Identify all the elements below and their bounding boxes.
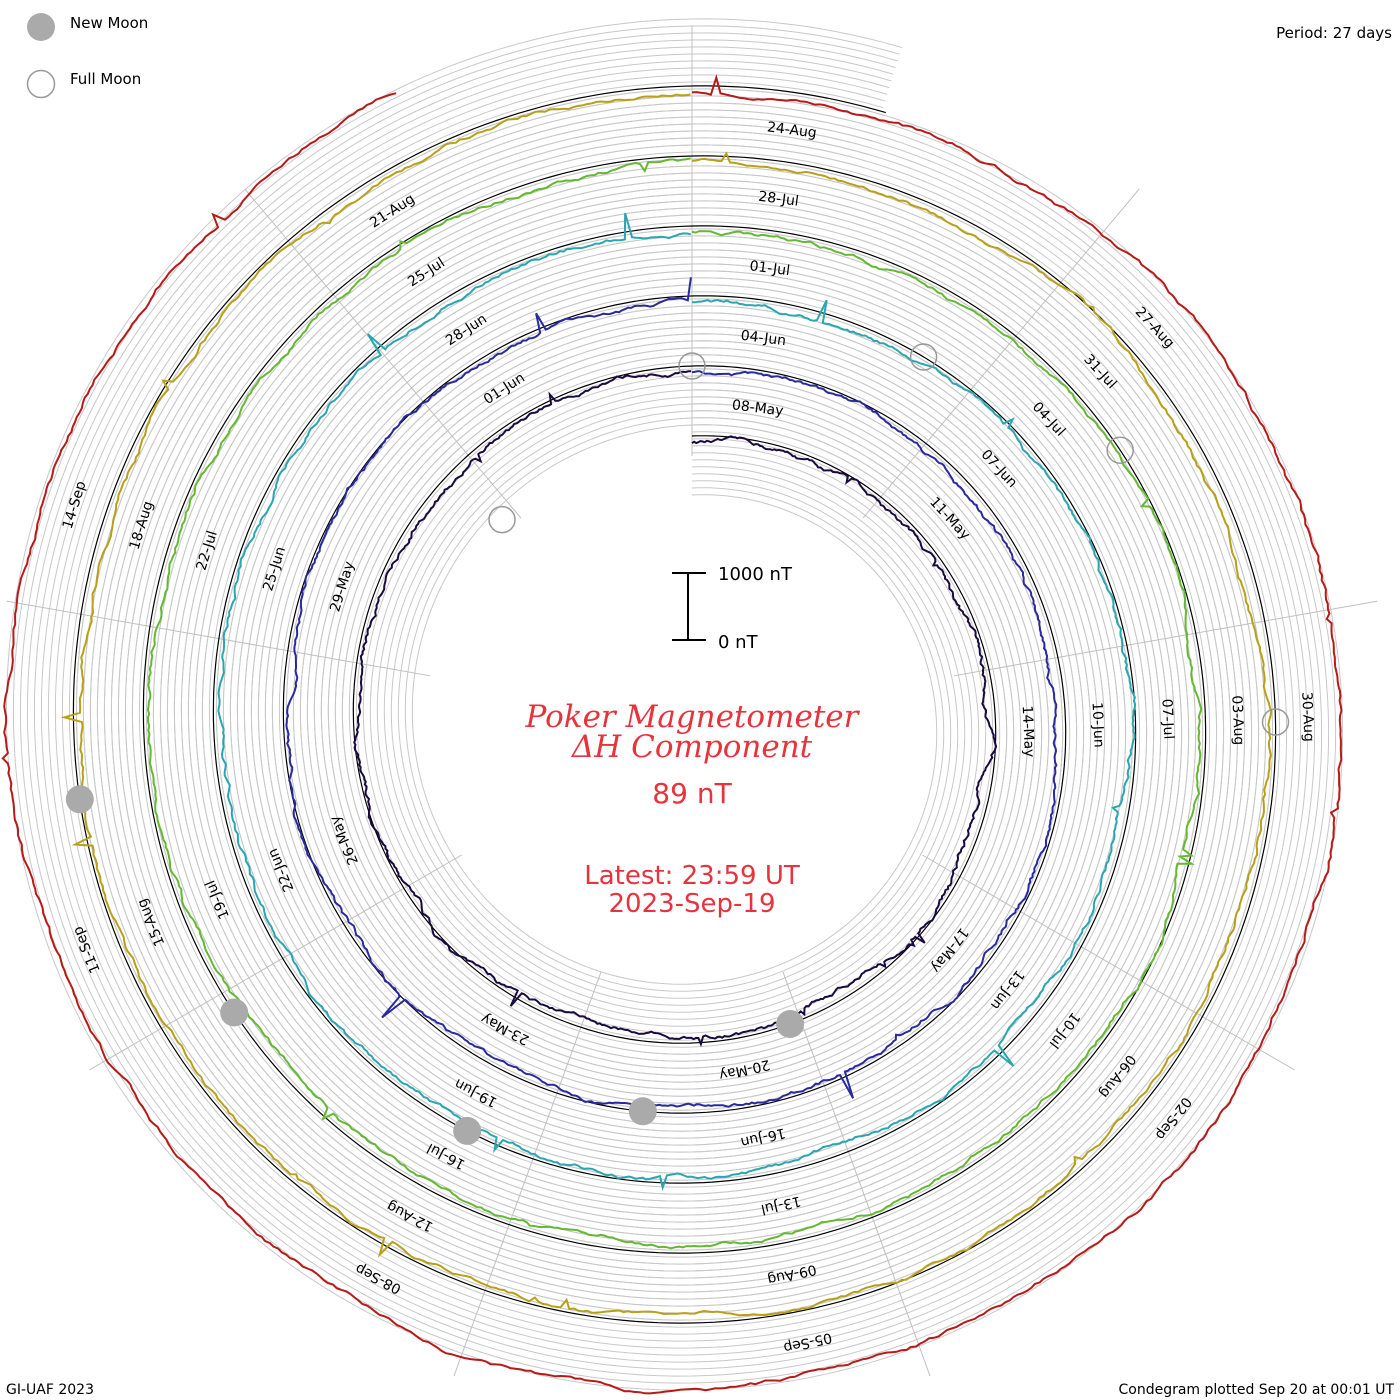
date-label: 03-Aug	[1228, 695, 1246, 746]
grid-spiral-line	[40, 53, 1309, 1356]
new-moon-marker	[65, 785, 94, 814]
grid-spiral-line	[68, 81, 1281, 1328]
date-label: 13-Jul	[759, 1192, 802, 1217]
date-label: 25-Jul	[405, 255, 448, 290]
current-value: 89 nT	[652, 777, 732, 810]
date-label: 04-Jun	[740, 328, 787, 350]
new-moon-marker	[220, 998, 249, 1027]
date-label: 11-May	[926, 494, 973, 543]
full-moon-legend-label: Full Moon	[70, 70, 141, 88]
grid-spiral-line	[47, 60, 1302, 1349]
zero-baseline	[72, 85, 1277, 1324]
new-moon-legend-icon	[27, 13, 55, 41]
grid-spiral-line	[33, 46, 1316, 1363]
new-moon-legend-label: New Moon	[70, 14, 148, 32]
date-label: 12-Aug	[384, 1198, 436, 1235]
date-label: 31-Jul	[1080, 352, 1119, 393]
date-label: 14-Sep	[60, 479, 90, 531]
date-label: 25-Jun	[260, 545, 289, 593]
footer-credit: GI-UAF 2023	[6, 1382, 94, 1398]
trace-ring-5	[60, 93, 1273, 1317]
date-label: 15-Aug	[134, 896, 168, 948]
date-label: 18-Aug	[127, 499, 157, 551]
day-spoke	[953, 600, 1378, 677]
date-label: 01-Jun	[481, 370, 528, 408]
date-label: 19-Jul	[202, 878, 232, 922]
grid-spiral-line	[54, 67, 1295, 1342]
full-moon-marker	[678, 352, 706, 380]
trace-ring-2	[285, 277, 1058, 1108]
day-spoke	[862, 188, 1140, 519]
date-label: 11-Sep	[70, 924, 104, 976]
date-label: 29-May	[327, 560, 358, 614]
date-label: 30-Aug	[1298, 692, 1316, 743]
day-spokes	[6, 26, 1378, 1377]
footer-plotted: Condegram plotted Sep 20 at 00:01 UT	[1118, 1382, 1394, 1398]
date-label: 09-Aug	[766, 1261, 818, 1288]
date-label: 08-Sep	[353, 1260, 404, 1297]
date-label: 20-May	[717, 1056, 771, 1083]
date-label: 19-Jun	[452, 1075, 500, 1110]
zero-baselines	[72, 85, 1277, 1324]
scale-bar: 1000 nT 0 nT	[672, 564, 793, 653]
grid-spiral-line	[19, 32, 1330, 1377]
date-label: 07-Jul	[1158, 698, 1176, 739]
data-traces	[1, 74, 1343, 1395]
date-label: 27-Aug	[1132, 304, 1178, 351]
scale-top-label: 1000 nT	[718, 564, 793, 585]
date-label: 10-Jul	[1046, 1009, 1083, 1051]
trace-ring-4	[146, 157, 1203, 1250]
full-moon-marker	[1261, 708, 1290, 736]
latest-date: 2023-Sep-19	[608, 889, 775, 919]
date-label: 10-Jun	[1089, 702, 1107, 748]
day-spoke	[88, 854, 462, 1071]
moon-markers	[65, 343, 1290, 1145]
trace-ring-3	[217, 212, 1137, 1192]
date-label: 05-Sep	[782, 1329, 834, 1356]
date-label: 06-Aug	[1096, 1051, 1139, 1100]
grid-spiral-line	[5, 18, 1344, 1391]
date-label: 17-May	[927, 924, 971, 975]
new-moon-marker	[776, 1010, 805, 1038]
latest-time: Latest: 23:59 UT	[584, 861, 800, 891]
date-label: 16-Jul	[425, 1140, 468, 1173]
day-spoke	[922, 854, 1296, 1071]
full-moon-marker	[1106, 436, 1134, 464]
grid-spiral-line	[61, 74, 1288, 1335]
full-moon-marker	[488, 505, 516, 534]
chart-title-line1: Poker Magnetometer	[525, 699, 861, 735]
date-label: 08-May	[731, 397, 784, 419]
date-label: 28-Jun	[443, 311, 490, 349]
trace-ring-1	[353, 370, 998, 1048]
day-spoke	[453, 971, 602, 1377]
period-label: Period: 27 days	[1276, 24, 1392, 42]
date-label: 14-May	[1019, 705, 1038, 758]
legend: New Moon Full Moon	[26, 13, 148, 99]
date-label: 02-Sep	[1152, 1094, 1195, 1143]
date-label: 22-Jun	[265, 846, 297, 894]
date-label: 01-Jul	[749, 258, 791, 279]
day-spoke	[6, 600, 431, 677]
scale-bottom-label: 0 nT	[718, 632, 759, 653]
date-label: 26-May	[327, 813, 362, 867]
grid-spiral-line	[26, 39, 1323, 1370]
date-label: 28-Jul	[757, 189, 799, 210]
new-moon-marker	[628, 1097, 657, 1126]
full-moon-marker	[909, 343, 938, 371]
trace-ring-6	[1, 74, 1343, 1395]
chart-title-line2: ΔH Component	[571, 729, 813, 765]
day-spoke	[782, 971, 931, 1377]
full-moon-legend-icon	[26, 69, 56, 99]
new-moon-marker	[453, 1116, 482, 1145]
date-label: 24-Aug	[766, 119, 818, 141]
date-label: 16-Jun	[739, 1124, 787, 1150]
date-label: 04-Jul	[1029, 399, 1068, 440]
